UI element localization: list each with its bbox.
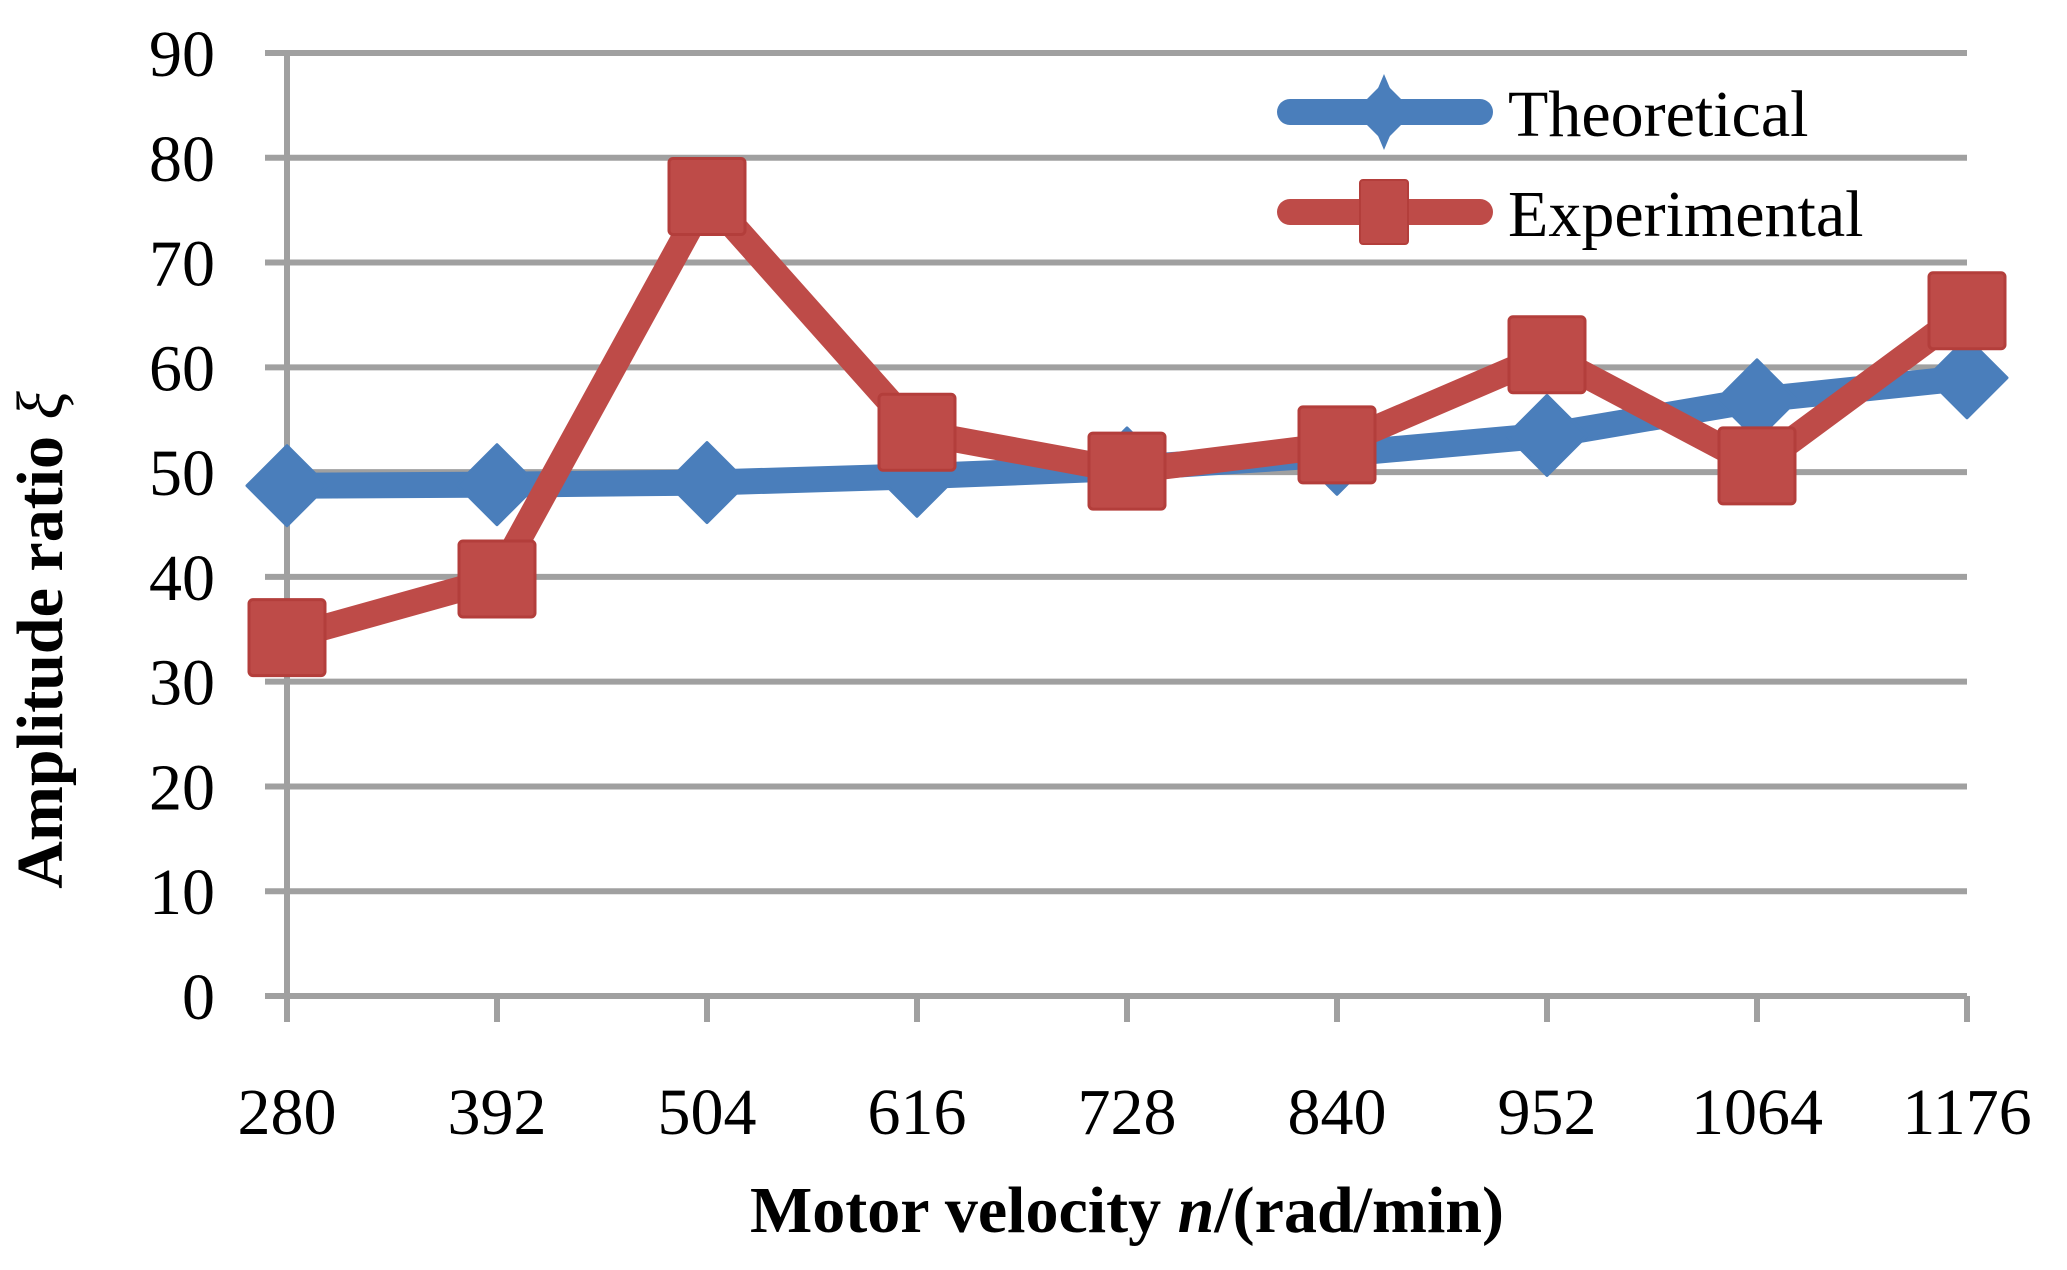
data-point-experimental bbox=[1927, 271, 2007, 351]
x-axis-title-text: Motor velocity bbox=[750, 1174, 1178, 1247]
y-tick-label: 30 bbox=[149, 647, 215, 720]
y-tick-label: 40 bbox=[149, 542, 215, 615]
x-tick-labels: 280 392 504 616 728 840 952 1064 1176 bbox=[238, 1076, 2032, 1149]
y-axis-title-text: Amplitude ratio bbox=[4, 419, 77, 888]
data-point-experimental bbox=[1507, 315, 1587, 395]
legend-item-theoretical: Theoretical bbox=[1277, 74, 1808, 151]
legend-label-experimental: Experimental bbox=[1508, 178, 1864, 251]
x-axis-title-unit: /(rad/min) bbox=[1213, 1174, 1504, 1247]
legend-diamond-marker-icon bbox=[1354, 82, 1414, 142]
data-point-experimental bbox=[457, 539, 537, 619]
series-layer bbox=[245, 157, 2009, 678]
y-tick-label: 70 bbox=[149, 228, 215, 301]
data-point-experimental bbox=[667, 157, 747, 237]
data-point-theoretical bbox=[245, 444, 329, 528]
y-tick-label: 80 bbox=[149, 123, 215, 196]
x-tick-label: 840 bbox=[1288, 1076, 1387, 1149]
x-tick-label: 280 bbox=[238, 1076, 337, 1149]
y-axis-title: Amplitude ratio ξ bbox=[4, 390, 77, 888]
data-point-theoretical bbox=[665, 441, 749, 525]
y-tick-label: 60 bbox=[149, 332, 215, 405]
data-point-experimental bbox=[877, 392, 957, 472]
y-tick-label: 20 bbox=[149, 751, 215, 824]
y-tick-label: 0 bbox=[182, 961, 215, 1034]
series-experimental bbox=[247, 157, 2007, 678]
legend: Theoretical Experimental bbox=[1277, 74, 1864, 251]
x-axis-title: Motor velocity n/(rad/min) bbox=[750, 1174, 1504, 1247]
x-tick-label: 952 bbox=[1498, 1076, 1597, 1149]
data-point-experimental bbox=[1087, 431, 1167, 511]
x-tick-label: 1176 bbox=[1902, 1076, 2032, 1149]
x-tick-label: 616 bbox=[868, 1076, 967, 1149]
data-point-theoretical bbox=[1505, 393, 1589, 477]
legend-square-icon bbox=[1359, 179, 1409, 245]
y-axis-title-variable: ξ bbox=[4, 390, 77, 419]
data-point-experimental bbox=[247, 598, 327, 678]
data-point-theoretical bbox=[455, 443, 539, 527]
y-tick-labels: 0 10 20 30 40 50 60 70 80 90 bbox=[149, 18, 215, 1034]
x-tick-label: 392 bbox=[448, 1076, 547, 1149]
y-tick-label: 10 bbox=[149, 856, 215, 929]
y-tick-label: 50 bbox=[149, 437, 215, 510]
data-point-experimental bbox=[1297, 405, 1377, 485]
x-tick-label: 1064 bbox=[1691, 1076, 1823, 1149]
legend-label-theoretical: Theoretical bbox=[1508, 78, 1808, 151]
x-tick-label: 504 bbox=[658, 1076, 757, 1149]
data-point-theoretical bbox=[1925, 336, 2009, 420]
legend-item-experimental: Experimental bbox=[1277, 178, 1864, 251]
data-point-experimental bbox=[1717, 426, 1797, 506]
y-tick-label: 90 bbox=[149, 18, 215, 91]
x-axis-title-variable: n bbox=[1178, 1174, 1215, 1247]
x-tick-label: 728 bbox=[1078, 1076, 1177, 1149]
